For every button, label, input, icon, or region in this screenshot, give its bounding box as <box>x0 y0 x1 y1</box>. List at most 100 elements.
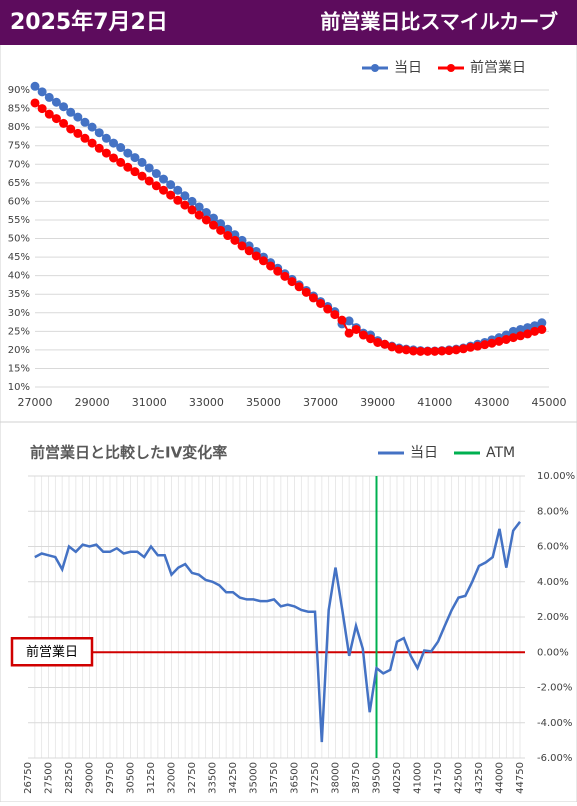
y-tick-label: 4.00% <box>537 577 569 588</box>
series-marker <box>137 157 147 167</box>
series-marker <box>37 87 47 97</box>
y-tick-label: 2.00% <box>537 612 569 623</box>
y-tick-label: -6.00% <box>537 753 572 764</box>
y-tick-label: 15% <box>8 363 30 374</box>
series-marker <box>87 138 97 148</box>
series-marker <box>66 124 76 134</box>
series-marker <box>337 315 347 325</box>
series-marker <box>144 163 154 173</box>
y-tick-label: 10.00% <box>537 471 575 482</box>
series-marker <box>230 235 240 245</box>
x-tick-label: 35000 <box>249 762 260 794</box>
x-tick-label: 33500 <box>208 762 219 794</box>
series-marker <box>66 107 76 117</box>
x-tick-label: 31000 <box>132 396 167 409</box>
legend-label: ATM <box>486 445 515 461</box>
series-marker <box>273 266 283 276</box>
series-marker <box>287 277 297 287</box>
x-tick-label: 29750 <box>105 762 116 794</box>
series-marker <box>30 98 40 108</box>
series-marker <box>109 153 119 163</box>
series-marker <box>251 251 261 261</box>
series-marker <box>80 117 90 127</box>
chart-title: 前営業日と比較したIV変化率 <box>30 444 227 462</box>
y-tick-label: 65% <box>8 178 30 189</box>
series-marker <box>94 143 104 153</box>
legend-label: 当日 <box>394 60 422 76</box>
series-marker <box>151 169 161 179</box>
legend-label: 前営業日 <box>470 59 526 76</box>
series-marker <box>94 128 104 138</box>
series-marker <box>173 185 183 195</box>
x-tick-label: 38750 <box>351 762 362 794</box>
series-marker <box>366 334 376 344</box>
series-marker <box>159 174 168 184</box>
series-marker <box>116 157 126 167</box>
y-tick-label: 55% <box>8 215 30 226</box>
x-tick-label: 36500 <box>290 762 301 794</box>
series-marker <box>194 210 204 220</box>
series-marker <box>116 143 126 153</box>
series-marker <box>166 180 176 190</box>
series-marker <box>301 287 311 297</box>
x-tick-label: 33000 <box>189 396 224 409</box>
y-tick-label: 25% <box>8 326 30 337</box>
series-marker <box>208 220 218 230</box>
x-tick-label: 29000 <box>75 396 110 409</box>
series-marker <box>51 114 61 124</box>
series-marker <box>223 231 233 241</box>
series-marker <box>266 261 276 271</box>
x-tick-label: 39000 <box>360 396 395 409</box>
x-tick-label: 29000 <box>85 762 96 794</box>
series-marker <box>473 341 483 351</box>
y-tick-label: 80% <box>8 122 30 133</box>
series-marker <box>258 256 268 266</box>
series-marker <box>51 97 61 107</box>
series-marker <box>308 293 318 303</box>
y-tick-label: -2.00% <box>537 683 572 694</box>
series-marker <box>187 205 197 215</box>
y-tick-label: 8.00% <box>537 506 569 517</box>
y-tick-label: 75% <box>8 141 30 152</box>
x-tick-label: 41000 <box>417 396 452 409</box>
series-marker <box>458 344 468 354</box>
x-tick-label: 44000 <box>495 762 506 794</box>
x-tick-label: 41000 <box>413 762 424 794</box>
series-marker <box>166 190 176 200</box>
y-tick-label: 70% <box>8 159 30 170</box>
x-tick-label: 41750 <box>433 762 444 794</box>
series-marker <box>330 310 340 320</box>
series-marker <box>73 128 83 138</box>
x-tick-label: 30500 <box>126 762 137 794</box>
series-marker <box>358 330 368 340</box>
y-tick-label: 6.00% <box>537 542 569 553</box>
series-marker <box>37 104 47 114</box>
series-marker <box>144 176 154 186</box>
y-tick-label: 85% <box>8 104 30 115</box>
x-tick-label: 43000 <box>474 396 509 409</box>
series-marker <box>44 109 54 119</box>
x-tick-label: 31250 <box>146 762 157 794</box>
series-marker <box>216 225 226 235</box>
header-bar <box>0 0 577 45</box>
series-marker <box>101 148 111 158</box>
series-line <box>34 521 521 743</box>
y-tick-label: 35% <box>8 289 30 300</box>
series-marker <box>187 196 197 206</box>
header-date: 2025年7月2日 <box>10 9 168 35</box>
x-tick-label: 35750 <box>269 762 280 794</box>
series-marker <box>323 304 333 314</box>
series-marker <box>130 153 140 163</box>
x-tick-label: 28250 <box>64 762 75 794</box>
series-marker <box>30 81 40 91</box>
y-tick-label: 20% <box>8 345 30 356</box>
series-marker <box>351 324 361 334</box>
x-tick-label: 27000 <box>18 396 53 409</box>
series-marker <box>44 92 54 102</box>
series-marker <box>237 241 247 251</box>
x-tick-label: 38000 <box>331 762 342 794</box>
series-marker <box>294 282 304 292</box>
series-marker <box>280 271 290 281</box>
series-marker <box>87 122 97 132</box>
